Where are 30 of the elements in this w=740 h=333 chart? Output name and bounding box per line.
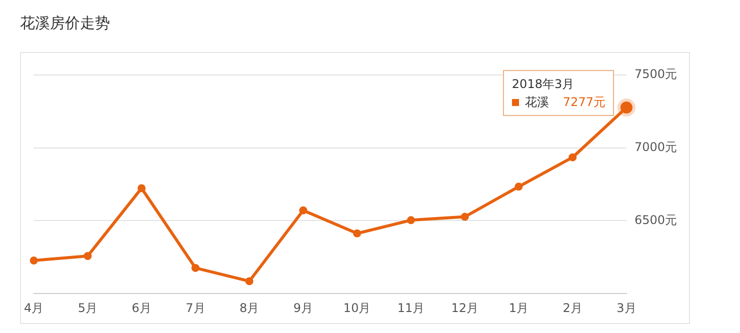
point [568, 153, 577, 162]
x-tick-label: 3月 [616, 300, 636, 315]
point [514, 182, 523, 191]
x-tick-label: 5月 [78, 300, 98, 315]
point [138, 184, 146, 192]
x-tick-label: 8月 [240, 300, 260, 315]
x-tick-label: 4月 [24, 300, 44, 315]
data-label: 7277元 [562, 94, 606, 108]
point [406, 216, 415, 224]
x-tick-label: 11月 [397, 300, 425, 315]
annotation: 2018年3月 [512, 76, 576, 92]
legend-label: 花溪 [524, 94, 549, 108]
point [245, 277, 254, 286]
chart-title: 花溪房价走势 [20, 14, 110, 33]
point [30, 256, 38, 265]
point [299, 206, 308, 214]
x-tick-label: 6月 [132, 300, 152, 315]
x-tick-label: 10月 [343, 300, 371, 315]
x-tick-label: 9月 [293, 300, 314, 315]
x-tick-label: 2月 [562, 300, 582, 315]
y-tick-label: 7500元 [634, 67, 678, 82]
point [353, 229, 362, 238]
point [84, 252, 92, 260]
point [460, 212, 469, 221]
x-tick-label: 1月 [508, 300, 529, 315]
point [191, 264, 200, 272]
x-tick-label: 7月 [186, 300, 206, 315]
y-tick-label: 6500元 [634, 212, 678, 227]
x-tick-label: 12月 [451, 300, 478, 315]
y-tick-label: 7000元 [634, 140, 678, 154]
